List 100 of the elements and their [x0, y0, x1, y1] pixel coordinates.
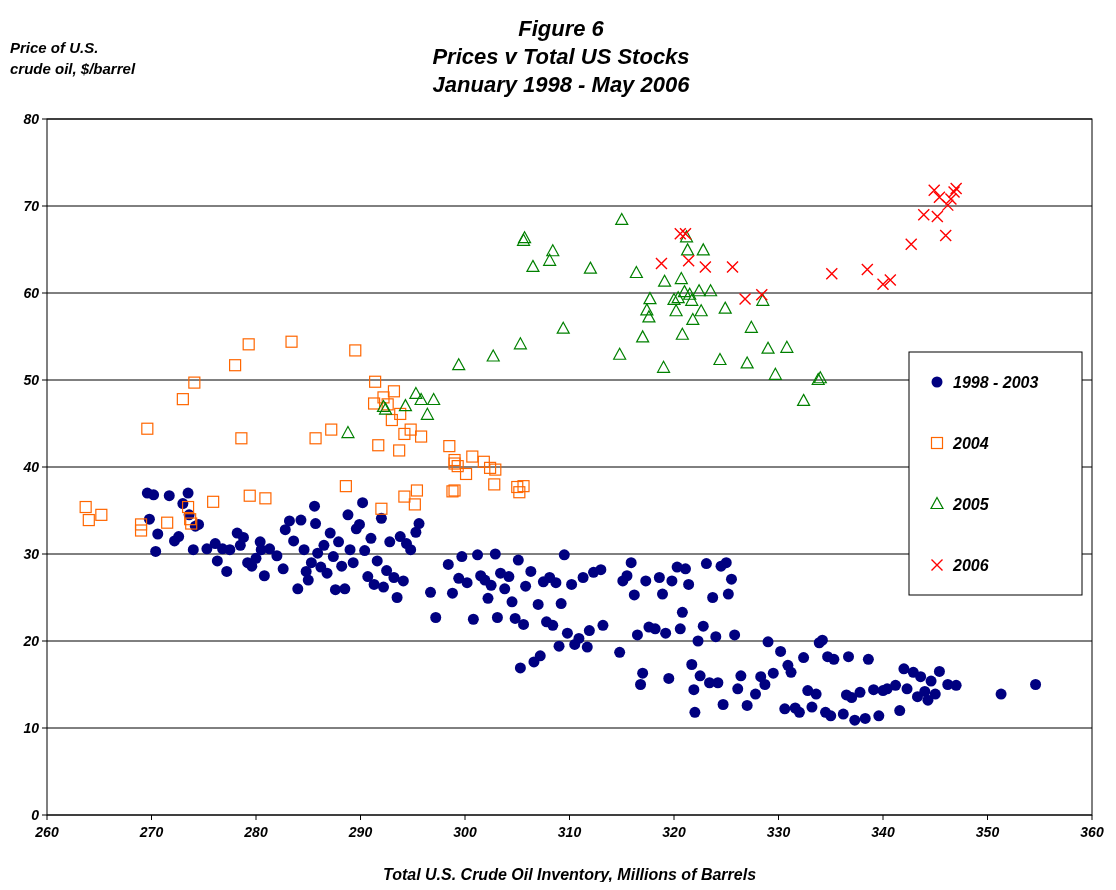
- point: [427, 392, 441, 406]
- point: [242, 338, 255, 351]
- point: [229, 359, 242, 372]
- point: [367, 397, 381, 410]
- point: [309, 432, 322, 445]
- point: [656, 360, 671, 373]
- point: [377, 391, 390, 404]
- point: [185, 517, 198, 530]
- point: [517, 480, 530, 493]
- point: [677, 285, 692, 298]
- point: [703, 284, 718, 297]
- y-tick-label: 10: [23, 719, 40, 736]
- y-tick-label: 40: [22, 458, 40, 475]
- point: [825, 267, 838, 281]
- point: [796, 393, 811, 406]
- point: [583, 261, 597, 274]
- point: [398, 427, 411, 441]
- point: [176, 393, 189, 406]
- point: [134, 518, 148, 531]
- point: [381, 398, 394, 411]
- point: [629, 265, 643, 279]
- y-tick-label: 50: [23, 371, 40, 388]
- legend-label: 2005: [952, 495, 990, 513]
- x-tick-label: 330: [766, 824, 791, 840]
- point: [420, 407, 434, 420]
- y-tick-label: 70: [23, 197, 40, 214]
- point: [477, 455, 490, 468]
- point: [685, 293, 699, 306]
- point: [949, 182, 963, 195]
- chart-title: Figure 6 Prices v Total US Stocks January 1998 - May 2006: [432, 16, 691, 97]
- point: [556, 321, 570, 334]
- point: [513, 337, 527, 350]
- point: [546, 244, 560, 257]
- point: [928, 184, 941, 197]
- point: [325, 423, 338, 436]
- point: [669, 304, 683, 317]
- point: [941, 198, 954, 212]
- point: [184, 513, 197, 526]
- x-tick-label: 340: [871, 824, 895, 840]
- point: [744, 320, 758, 333]
- point: [884, 273, 897, 287]
- point: [671, 291, 685, 304]
- point: [761, 341, 775, 354]
- point: [141, 422, 154, 435]
- point: [511, 480, 524, 494]
- point: [696, 243, 710, 256]
- point: [489, 463, 502, 476]
- x-tick-label: 290: [347, 824, 373, 840]
- point: [740, 356, 754, 369]
- point: [655, 257, 668, 270]
- point: [675, 327, 689, 340]
- point: [939, 229, 952, 242]
- x-tick-label: 320: [662, 824, 686, 840]
- point: [410, 484, 424, 497]
- y-tick-label: 80: [23, 110, 40, 127]
- point: [686, 312, 700, 326]
- point: [134, 524, 148, 537]
- point: [726, 260, 739, 274]
- point: [694, 304, 708, 317]
- point: [905, 238, 918, 251]
- point: [398, 490, 411, 503]
- point: [488, 478, 501, 491]
- point: [615, 212, 629, 226]
- point: [459, 467, 473, 481]
- point: [375, 502, 388, 515]
- point: [161, 516, 174, 529]
- point: [526, 259, 540, 272]
- legend-label: 2006: [952, 556, 989, 574]
- point: [341, 425, 355, 439]
- point: [394, 407, 407, 421]
- point: [682, 254, 695, 268]
- y-tick-label: 30: [23, 545, 40, 562]
- point: [513, 486, 526, 499]
- point: [398, 399, 413, 412]
- legend-label: 1998 - 2003: [953, 373, 1039, 391]
- point: [82, 513, 95, 527]
- x-tick-label: 310: [557, 824, 582, 840]
- x-tick-label: 280: [243, 824, 268, 840]
- point: [339, 480, 352, 493]
- legend-label: 2004: [952, 434, 989, 452]
- point: [285, 335, 298, 348]
- point: [636, 330, 650, 343]
- point: [79, 500, 92, 514]
- point: [483, 461, 497, 474]
- x-tick-label: 350: [975, 824, 1000, 840]
- point: [718, 301, 732, 314]
- point: [713, 352, 727, 366]
- x-tick-label: 260: [34, 824, 59, 840]
- point: [181, 500, 195, 514]
- point: [466, 450, 479, 463]
- point: [780, 340, 794, 353]
- x-tick-label: 270: [138, 824, 164, 840]
- point: [408, 498, 421, 511]
- point: [756, 293, 770, 306]
- point: [642, 310, 656, 323]
- point: [667, 292, 681, 306]
- point: [486, 349, 500, 362]
- x-tick-label: 300: [453, 824, 477, 840]
- point: [861, 263, 874, 276]
- point: [738, 292, 752, 306]
